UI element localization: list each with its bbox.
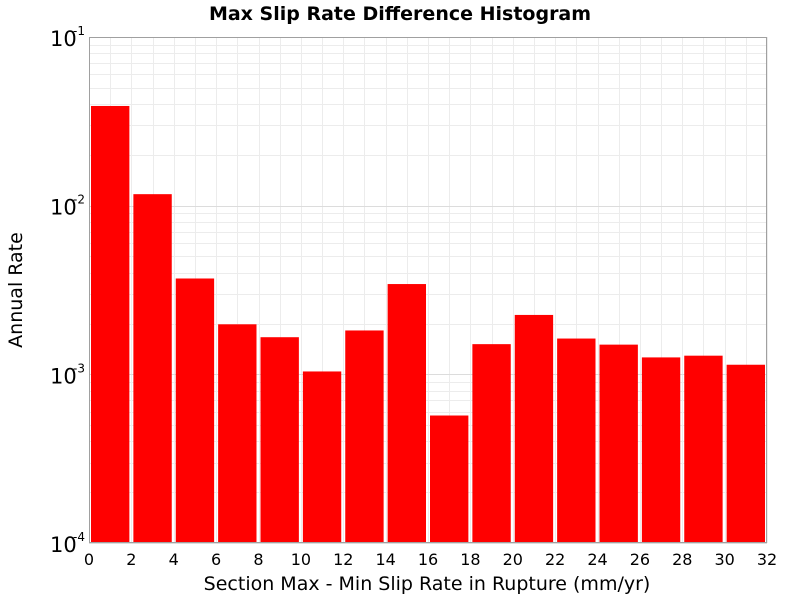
x-tick-label: 12 xyxy=(333,550,353,569)
histogram-bar xyxy=(218,324,257,543)
y-axis-label: Annual Rate xyxy=(5,232,27,348)
y-tick-exponent: -3 xyxy=(73,361,85,375)
x-tick-label: 32 xyxy=(757,550,777,569)
y-tick-label: 10-2 xyxy=(50,193,85,220)
x-tick-label: 0 xyxy=(84,550,94,569)
x-tick-label: 30 xyxy=(714,550,734,569)
histogram-bar xyxy=(684,355,723,543)
histogram-bar xyxy=(387,284,426,543)
y-tick-exponent: -4 xyxy=(73,530,85,544)
plot-frame xyxy=(89,37,767,543)
x-tick-label: 10 xyxy=(291,550,311,569)
histogram-bar xyxy=(557,338,596,543)
x-axis-label: Section Max - Min Slip Rate in Rupture (… xyxy=(204,573,651,595)
histogram-bar xyxy=(514,314,554,543)
x-tick-label: 28 xyxy=(672,550,692,569)
y-tick-base: 10 xyxy=(50,533,77,557)
x-tick-label: 18 xyxy=(460,550,480,569)
y-tick-exponent: -2 xyxy=(73,193,85,207)
y-tick-label: 10-1 xyxy=(50,24,85,51)
histogram-bar xyxy=(726,364,765,543)
y-tick-base: 10 xyxy=(50,27,77,51)
y-tick-base: 10 xyxy=(50,196,77,220)
histogram-bar xyxy=(175,278,215,543)
y-tick-base: 10 xyxy=(50,364,77,388)
histogram-bar xyxy=(599,344,638,543)
x-tick-label: 6 xyxy=(211,550,221,569)
x-tick-label: 2 xyxy=(126,550,136,569)
histogram-bar xyxy=(641,357,681,543)
y-tick-label: 10-4 xyxy=(50,530,85,557)
histogram-bar xyxy=(430,415,469,543)
histogram-bar xyxy=(345,330,384,543)
chart-title: Max Slip Rate Difference Histogram xyxy=(209,3,591,25)
y-tick-exponent: -1 xyxy=(73,24,85,38)
x-tick-label: 4 xyxy=(169,550,179,569)
bars xyxy=(91,105,765,544)
x-tick-label: 24 xyxy=(587,550,607,569)
x-tick-label: 22 xyxy=(545,550,565,569)
y-axis-ticks: 10-410-310-210-1 xyxy=(50,24,85,557)
x-tick-label: 8 xyxy=(253,550,263,569)
x-tick-label: 16 xyxy=(418,550,438,569)
y-tick-label: 10-3 xyxy=(50,361,85,388)
histogram-bar xyxy=(133,194,172,543)
x-tick-label: 20 xyxy=(503,550,523,569)
x-tick-label: 14 xyxy=(375,550,395,569)
x-tick-label: 26 xyxy=(630,550,650,569)
histogram-bar xyxy=(91,105,130,544)
histogram-bar xyxy=(260,337,299,543)
histogram-bar xyxy=(302,371,342,543)
histogram-bar xyxy=(472,344,511,543)
x-axis-ticks: 0 2 4 6 8 10 12 14 16 18 20 22 24 26 28 30 32 xyxy=(84,550,777,569)
